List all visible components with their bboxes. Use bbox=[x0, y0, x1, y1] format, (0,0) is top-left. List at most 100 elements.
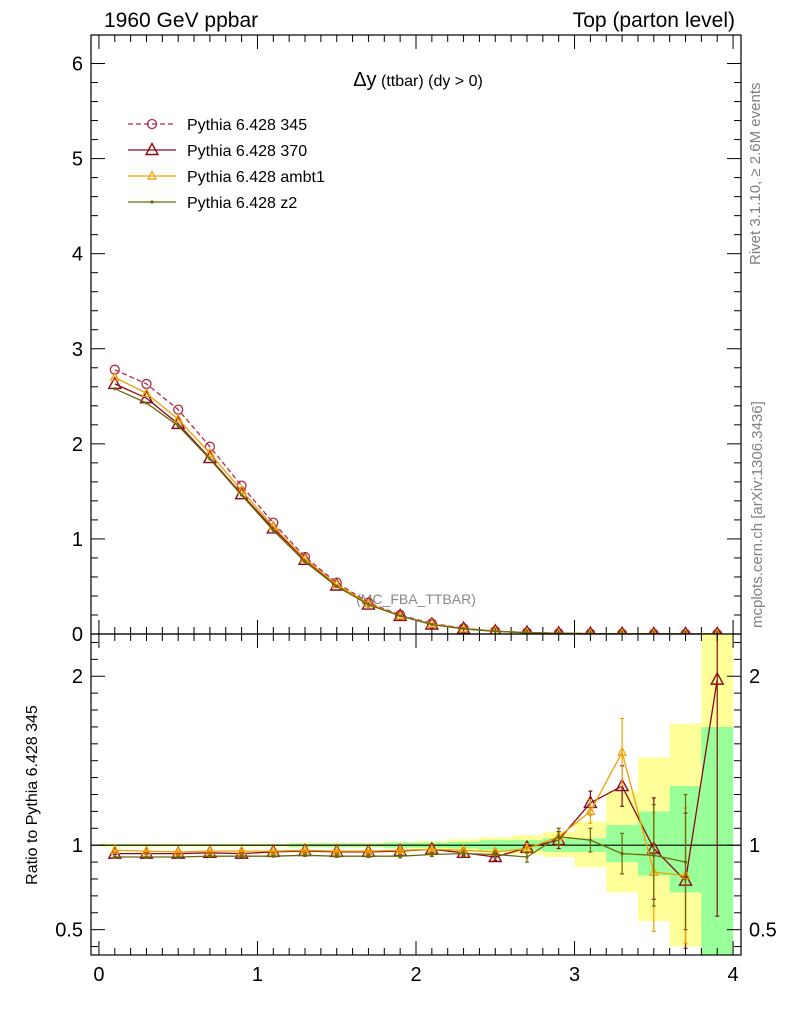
data-point bbox=[461, 627, 466, 631]
ratio-point bbox=[204, 845, 215, 855]
ratio-point bbox=[303, 853, 307, 857]
ratio-y-tick-label-right: 1 bbox=[749, 835, 760, 857]
data-point bbox=[712, 626, 722, 634]
data-point bbox=[173, 413, 184, 423]
x-tick-label: 0 bbox=[93, 964, 104, 986]
ratio-point bbox=[176, 855, 180, 859]
ratio-point bbox=[268, 845, 279, 855]
ratio-point bbox=[614, 778, 630, 792]
data-point bbox=[618, 627, 626, 634]
main-plot-panel: 0 1 2 3 4 5 6 (MC_FBA_TTBAR) Δy (ttbar) (dy > 0)… bbox=[72, 34, 742, 646]
data-point bbox=[208, 457, 212, 461]
data-point bbox=[714, 628, 721, 634]
data-point bbox=[585, 625, 595, 634]
ratio-y-tick-label-right: 0.5 bbox=[749, 920, 777, 942]
data-point bbox=[426, 618, 437, 628]
data-point bbox=[176, 424, 180, 428]
ratio-y-tick-label: 0.5 bbox=[55, 920, 83, 942]
ratio-point bbox=[488, 849, 503, 863]
ratio-point bbox=[366, 854, 371, 858]
header-right-title: Top (parton level) bbox=[573, 9, 735, 32]
plot-title: Δy (ttbar) (dy > 0) bbox=[353, 69, 483, 91]
y-tick-label: 2 bbox=[72, 434, 83, 456]
data-point bbox=[398, 614, 402, 618]
ratio-point bbox=[300, 844, 311, 854]
data-point bbox=[366, 602, 371, 607]
data-point bbox=[303, 560, 307, 564]
data-point bbox=[525, 631, 529, 634]
ratio-point bbox=[683, 860, 688, 864]
ratio-point bbox=[144, 855, 149, 859]
header-left-title: 1960 GeV ppbar bbox=[104, 9, 258, 32]
ratio-plot-panel: 0.5 0.5 1 1 2 2 0 1 2 3 4 Ratio to Pythia 6.428 345 bbox=[24, 633, 777, 986]
y-tick-label: 6 bbox=[72, 54, 83, 76]
mcplots-side-label: mcplots.cern.ch [arXiv:1306.3436] bbox=[749, 401, 766, 628]
ratio-point bbox=[395, 844, 406, 854]
y-tick-label: 1 bbox=[72, 529, 83, 551]
data-point bbox=[523, 626, 531, 634]
data-point bbox=[430, 622, 434, 627]
data-point bbox=[555, 627, 563, 634]
ratio-y-tick-label: 2 bbox=[72, 666, 83, 688]
y-tick-label: 4 bbox=[72, 244, 83, 266]
x-tick-label: 4 bbox=[728, 964, 739, 986]
ratio-point bbox=[271, 854, 275, 858]
data-point bbox=[271, 528, 275, 532]
y-tick-label: 3 bbox=[72, 339, 83, 361]
legend-marker bbox=[150, 200, 154, 204]
data-point bbox=[240, 493, 244, 497]
data-point bbox=[236, 484, 247, 495]
x-tick-label: 2 bbox=[410, 964, 421, 986]
y-tick-label: 0 bbox=[72, 624, 83, 646]
ratio-point bbox=[208, 854, 212, 858]
data-point bbox=[617, 625, 627, 634]
ratio-content bbox=[91, 634, 741, 955]
ratio-point bbox=[620, 852, 624, 856]
legend-label: Pythia 6.428 z2 bbox=[187, 195, 297, 212]
legend-marker bbox=[146, 118, 158, 130]
ratio-frame bbox=[90, 633, 742, 956]
data-point bbox=[493, 629, 497, 633]
x-tick-label: 3 bbox=[569, 964, 580, 986]
data-point bbox=[144, 401, 149, 405]
data-point bbox=[681, 626, 690, 634]
data-point bbox=[113, 387, 117, 391]
x-tick-label: 1 bbox=[252, 964, 263, 986]
data-point bbox=[109, 364, 120, 375]
ratio-point bbox=[557, 835, 561, 839]
data-point bbox=[521, 624, 533, 634]
ratio-point bbox=[398, 854, 402, 858]
data-point bbox=[553, 625, 564, 634]
ratio-point bbox=[236, 845, 247, 855]
ratio-point bbox=[525, 855, 529, 859]
plot-title-main: Δy bbox=[353, 69, 376, 91]
legend-marker bbox=[147, 170, 157, 180]
ratio-point bbox=[331, 845, 342, 855]
ratio-point bbox=[430, 852, 434, 857]
plot-title-sub: (ttbar) (dy > 0) bbox=[377, 73, 483, 90]
legend-label: Pythia 6.428 345 bbox=[187, 117, 307, 134]
ratio-point bbox=[617, 746, 628, 756]
data-point bbox=[650, 628, 657, 634]
ratio-point bbox=[240, 854, 244, 858]
data-point bbox=[109, 371, 120, 381]
ratio-y-axis-label: Ratio to Pythia 6.428 345 bbox=[24, 705, 41, 885]
legend-label: Pythia 6.428 ambt1 bbox=[187, 169, 325, 186]
legend-label: Pythia 6.428 370 bbox=[187, 143, 307, 160]
rivet-side-label: Rivet 3.1.10, ≥ 2.6M events bbox=[747, 83, 764, 266]
data-point bbox=[204, 447, 215, 457]
data-point bbox=[490, 625, 500, 634]
data-point bbox=[587, 627, 594, 634]
ratio-point bbox=[113, 855, 117, 859]
data-point bbox=[335, 584, 339, 589]
ratio-point bbox=[493, 852, 497, 857]
ratio-point bbox=[585, 805, 596, 815]
ratio-y-tick-label-right: 2 bbox=[749, 666, 760, 688]
ratio-y-tick-label: 1 bbox=[72, 835, 83, 857]
legend-marker bbox=[144, 142, 160, 156]
ratio-point bbox=[109, 844, 120, 854]
y-tick-label: 5 bbox=[72, 149, 83, 171]
data-point bbox=[141, 387, 152, 398]
